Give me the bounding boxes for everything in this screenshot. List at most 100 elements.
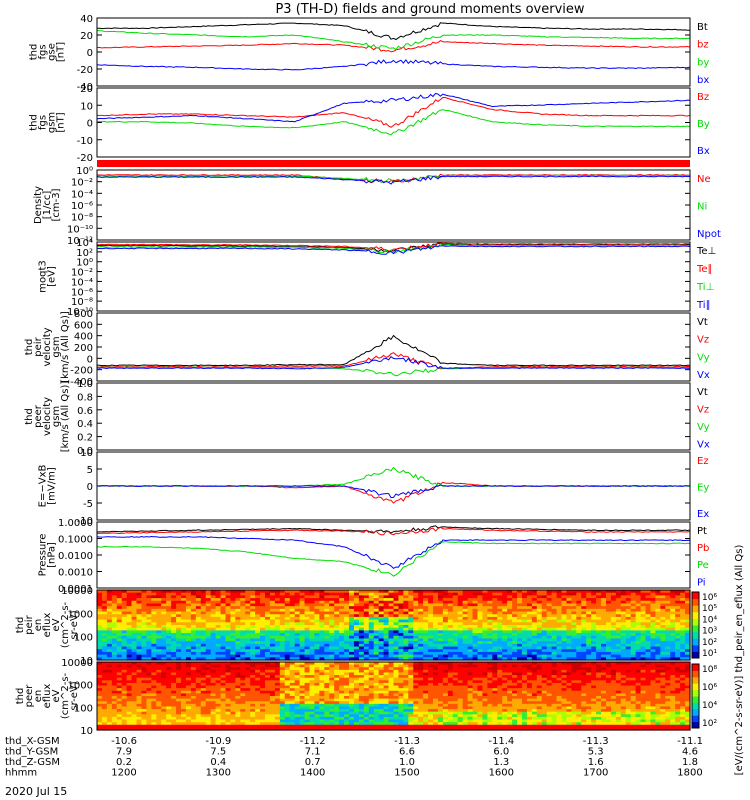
spectrogram-cell (205, 690, 212, 694)
spectrogram-cell (363, 698, 370, 702)
spectrogram-cell (200, 595, 207, 599)
spectrogram-cell (156, 649, 162, 653)
spectrogram-cell (526, 651, 533, 656)
spectrogram-cell (304, 675, 311, 679)
spectrogram-cell (383, 611, 390, 615)
spectrogram-cell (121, 627, 128, 631)
spectrogram-cell (181, 698, 187, 702)
spectrogram-cell (289, 669, 296, 674)
spectrogram-cell (373, 677, 380, 681)
spectrogram-cell (531, 595, 538, 599)
spectrogram-cell (200, 600, 207, 605)
spectrogram-cell (645, 633, 652, 637)
spectrogram-cell (576, 592, 582, 596)
spectrogram-cell (156, 677, 162, 681)
spectrogram-cell (497, 651, 503, 656)
spectrogram-cell (507, 590, 513, 594)
spectrogram-cell (512, 643, 518, 648)
spectrogram-cell (215, 714, 222, 718)
spectrogram-cell (556, 654, 563, 658)
spectrogram-cell (265, 657, 271, 661)
spectrogram-cell (675, 654, 681, 658)
spectrogram-cell (457, 600, 464, 605)
spectrogram-cell (605, 590, 612, 594)
spectrogram-cell (181, 649, 187, 653)
spectrogram-cell (284, 606, 291, 610)
spectrogram-cell (324, 706, 330, 710)
spectrogram-cell (151, 669, 157, 674)
spectrogram-cell (635, 595, 642, 599)
spectrogram-cell (181, 614, 187, 618)
spectrogram-cell (314, 698, 320, 702)
spectrogram-cell (235, 622, 241, 626)
spectrogram-cell (418, 611, 424, 615)
spectrogram-cell (665, 595, 671, 599)
spectrogram-cell (210, 714, 217, 718)
spectrogram-cell (161, 638, 167, 642)
spectrogram-cell (304, 685, 311, 689)
spectrogram-cell (665, 633, 671, 637)
spectrogram-cell (428, 592, 434, 596)
spectrogram-cell (487, 630, 493, 634)
spectrogram-cell (136, 606, 143, 610)
spectrogram-cell (665, 590, 671, 594)
spectrogram-cell (146, 706, 152, 710)
spectrogram-cell (393, 595, 400, 599)
spectrogram-cell (349, 709, 355, 713)
spectrogram-cell (680, 643, 686, 648)
spectrogram-cell (279, 614, 286, 618)
spectrogram-cell (517, 625, 523, 629)
spectrogram-cell (388, 616, 395, 621)
spectrogram-cell (101, 638, 108, 642)
spectrogram-cell (353, 701, 360, 705)
spectrogram-cell (146, 714, 152, 718)
spectrogram-cell (141, 657, 148, 661)
spectrogram-cell (131, 606, 138, 610)
spectrogram-cell (205, 627, 212, 631)
spectrogram-cell (349, 633, 355, 637)
spectrogram-cell (492, 630, 498, 634)
spectrogram-cell (171, 654, 177, 658)
spectrogram-cell (126, 682, 133, 687)
spectrogram-cell (116, 646, 123, 650)
spectrogram-cell (605, 595, 612, 599)
spectrogram-cell (299, 672, 306, 676)
spectrogram-cell (151, 635, 157, 640)
spectrogram-cell (349, 654, 355, 658)
spectrogram-cell (517, 600, 523, 605)
spectrogram-cell (161, 595, 167, 599)
spectrogram-cell (111, 706, 118, 710)
spectrogram-cell (141, 619, 148, 623)
spectrogram-cell (423, 643, 429, 648)
spectrogram-cell (136, 706, 143, 710)
spectrogram-cell (581, 608, 587, 613)
spectrogram-cell (156, 590, 162, 594)
spectrogram-cell (625, 627, 632, 631)
spectrogram-cell (556, 646, 563, 650)
spectrogram-cell (126, 677, 133, 681)
spectrogram-cell (111, 722, 118, 726)
spectrogram-cell (185, 625, 192, 629)
spectrogram-cell (230, 630, 236, 634)
spectrogram-cell (156, 682, 162, 687)
spectrogram-cell (561, 608, 568, 613)
spectrogram-cell (269, 595, 276, 599)
spectrogram-cell (111, 682, 118, 687)
spectrogram-cell (126, 690, 133, 694)
spectrogram-cell (171, 682, 177, 687)
spectrogram-cell (566, 595, 572, 599)
spectrogram-cell (467, 614, 474, 618)
spectrogram-cell (299, 669, 306, 674)
spectrogram-cell (314, 643, 320, 648)
spectrogram-cell (442, 592, 449, 596)
spectrogram-cell (324, 606, 330, 610)
spectrogram-cell (596, 627, 602, 631)
spectrogram-cell (131, 608, 138, 613)
spectrogram-cell (670, 641, 676, 645)
spectrogram-cell (680, 622, 686, 626)
spectrogram-cell (610, 630, 617, 634)
spectrogram-cell (670, 638, 676, 642)
spectrogram-cell (675, 633, 681, 637)
spectrogram-cell (190, 667, 197, 671)
